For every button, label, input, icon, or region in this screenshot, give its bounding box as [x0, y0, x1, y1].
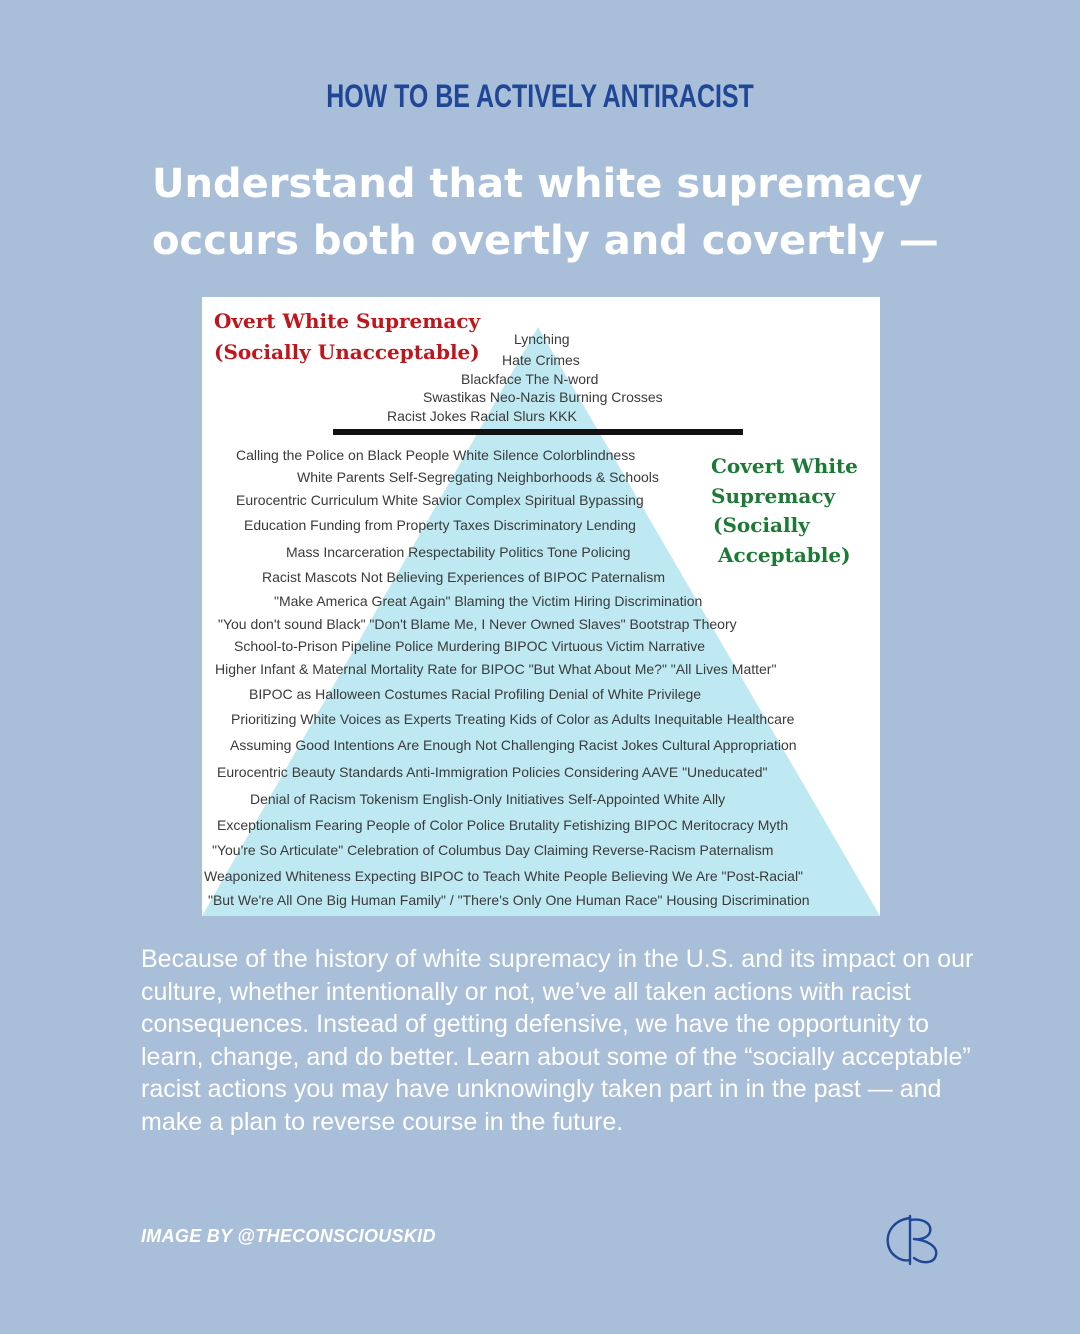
covert-example-line: Assuming Good Intentions Are Enough Not …: [230, 737, 797, 753]
overt-example-line: Swastikas Neo-Nazis Burning Crosses: [423, 389, 663, 405]
headline-line-2: occurs both overtly and covertly —: [152, 218, 939, 264]
body-paragraph: Because of the history of white supremac…: [141, 945, 974, 1136]
covert-example-line: Racist Mascots Not Believing Experiences…: [262, 569, 666, 585]
image-credit: IMAGE BY @THECONSCIOUSKID: [141, 1226, 436, 1246]
overt-supremacy-label: Overt White Supremacy (Socially Unaccept…: [214, 306, 480, 368]
covert-example-line: "But We're All One Big Human Family" / "…: [208, 892, 810, 908]
covert-example-line: Education Funding from Property Taxes Di…: [244, 517, 636, 533]
covert-label-line-1: Covert White: [711, 454, 858, 478]
covert-example-line: School-to-Prison Pipeline Police Murderi…: [234, 638, 706, 654]
covert-example-line: Denial of Racism Tokenism English-Only I…: [250, 791, 726, 807]
covert-example-line: Higher Infant & Maternal Mortality Rate …: [215, 661, 777, 677]
monogram-logo-icon: [886, 1214, 938, 1266]
covert-label-line-3: (Socially: [713, 513, 810, 537]
covert-example-line: BIPOC as Halloween Costumes Racial Profi…: [249, 686, 702, 702]
covert-example-line: Prioritizing White Voices as Experts Tre…: [231, 711, 795, 727]
headline-line-1: Understand that white supremacy: [152, 161, 923, 207]
covert-example-line: Mass Incarceration Respectability Politi…: [286, 544, 631, 560]
covert-example-line: Eurocentric Beauty Standards Anti-Immigr…: [217, 764, 768, 780]
covert-supremacy-label: Covert White Supremacy (Socially Accepta…: [711, 452, 858, 570]
covert-example-line: "You're So Articulate" Celebration of Co…: [212, 842, 774, 858]
covert-example-line: Exceptionalism Fearing People of Color P…: [217, 817, 789, 833]
overt-example-line: Lynching: [514, 331, 570, 347]
pyramid-graphic: Overt White Supremacy (Socially Unaccept…: [202, 297, 880, 916]
covert-label-line-4: Acceptable): [718, 542, 851, 567]
covert-example-line: Eurocentric Curriculum White Savior Comp…: [236, 492, 644, 508]
overt-covert-divider: [333, 429, 743, 435]
overt-example-line: Blackface The N-word: [461, 371, 599, 387]
overt-example-line: Hate Crimes: [502, 352, 580, 368]
covert-label-line-2: Supremacy: [711, 483, 836, 508]
overt-label-line-2: (Socially Unacceptable): [214, 340, 480, 364]
covert-example-line: Weaponized Whiteness Expecting BIPOC to …: [204, 868, 804, 884]
section-kicker: HOW TO BE ACTIVELY ANTIRACIST: [326, 78, 754, 114]
pyramid-triangle-shape: [202, 327, 880, 916]
overt-label-line-1: Overt White Supremacy: [214, 309, 481, 333]
covert-example-line: "You don't sound Black" "Don't Blame Me,…: [218, 616, 737, 632]
covert-example-line: Calling the Police on Black People White…: [236, 447, 636, 463]
overt-example-line: Racist Jokes Racial Slurs KKK: [387, 408, 577, 424]
headline: Understand that white supremacy occurs b…: [152, 156, 1012, 270]
covert-example-line: "Make America Great Again" Blaming the V…: [274, 593, 703, 609]
covert-example-line: White Parents Self-Segregating Neighborh…: [297, 469, 659, 485]
